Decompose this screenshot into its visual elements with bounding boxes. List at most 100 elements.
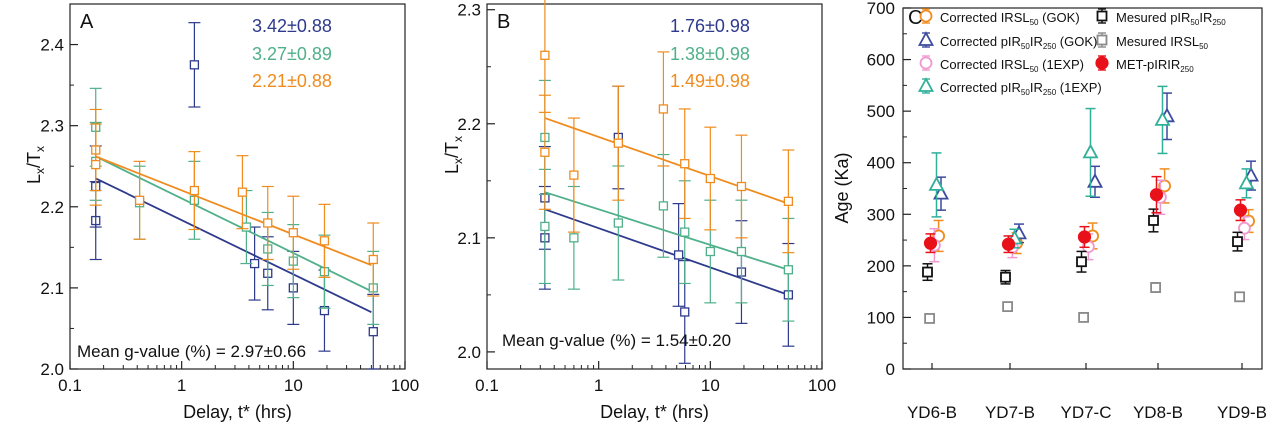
x-tick-label: YD9-B <box>1217 403 1267 422</box>
data-point-circle <box>919 9 933 23</box>
y-tick-label: 2.4 <box>40 36 64 55</box>
y-tick-label: 2.1 <box>457 229 481 248</box>
data-point-square <box>540 50 550 60</box>
mean-g-value: Mean g-value (%) = 2.97±0.66 <box>77 342 306 361</box>
data-point-square <box>263 218 273 228</box>
x-tick-label: YD7-B <box>985 403 1035 422</box>
panel-letter: A <box>80 11 94 33</box>
data-point-square <box>1076 256 1087 268</box>
data-point-triangle <box>1238 174 1255 190</box>
data-point-square <box>658 201 669 211</box>
data-point-triangle <box>1082 143 1099 159</box>
data-point-square <box>189 60 200 70</box>
data-point-filled-circle <box>923 236 938 250</box>
data-point-filled-circle <box>1233 203 1248 217</box>
x-tick-label: YD8-B <box>1133 403 1183 422</box>
data-point-square <box>91 159 101 170</box>
legend-mid: IR <box>1030 80 1043 95</box>
fit-line <box>95 155 372 267</box>
y-tick-label: 0 <box>886 360 895 379</box>
data-point-square <box>288 228 298 238</box>
fit-line <box>544 191 789 271</box>
panel-letter: B <box>497 11 510 33</box>
data-point-square <box>613 218 623 228</box>
y-axis-label: Lx/Tx <box>442 136 465 174</box>
legend-main: Corrected pIR <box>940 34 1021 49</box>
data-point-square <box>922 266 933 278</box>
data-point-filled-circle <box>1001 237 1016 251</box>
g-value-label: 2.21±0.88 <box>252 71 332 91</box>
data-point-square <box>1096 10 1108 22</box>
legend-subscript: 250 <box>1043 88 1057 97</box>
g-value-label: 1.49±0.98 <box>670 71 750 91</box>
y-label-sub: x <box>33 168 47 174</box>
legend-label: Mesured pIR50IR250 <box>1116 10 1226 27</box>
y-tick-label: 200 <box>867 257 895 276</box>
data-point-triangle <box>917 31 935 46</box>
data-point-square <box>705 173 715 184</box>
legend-tail: (GOK) <box>1039 10 1080 25</box>
data-point-circle <box>919 56 933 70</box>
fit-line <box>95 155 372 292</box>
data-point-square <box>1002 301 1013 312</box>
data-point-square <box>924 313 935 324</box>
legend-tail: (1EXP) <box>1039 57 1085 72</box>
y-tick-label: 2.0 <box>457 343 481 362</box>
y-tick-label: 100 <box>867 308 895 327</box>
data-point-square <box>1232 236 1243 248</box>
legend-mid: IR <box>1030 34 1043 49</box>
data-point-filled-circle <box>1149 188 1164 202</box>
y-label-mid: /T <box>442 142 462 158</box>
data-point-square <box>540 221 550 232</box>
data-point-square <box>1234 291 1245 303</box>
y-tick-label: 2.0 <box>40 360 64 379</box>
legend-subscript: 50 <box>1190 18 1199 27</box>
data-point-square <box>319 236 330 246</box>
data-point-square <box>1150 282 1161 293</box>
x-tick-label: YD6-B <box>907 403 957 422</box>
data-point-square <box>1096 34 1108 46</box>
data-point-square <box>613 138 623 148</box>
x-axis-label: Delay, t* (hrs) <box>183 402 292 422</box>
x-tick-label: 10 <box>701 376 720 395</box>
legend-tail: (1EXP) <box>1056 80 1102 95</box>
data-point-triangle <box>932 184 950 200</box>
data-point-square <box>569 233 579 243</box>
mean-g-value: Mean g-value (%) = 1.54±0.20 <box>502 331 731 350</box>
y-tick-label: 400 <box>867 154 895 173</box>
legend-main: Corrected pIR <box>940 80 1021 95</box>
data-point-square <box>237 187 248 197</box>
legend-label: Corrected IRSL50 (GOK) <box>940 10 1080 27</box>
y-tick-label: 300 <box>867 205 895 224</box>
data-point-square <box>1000 271 1011 283</box>
data-point-filled-circle <box>1077 230 1092 244</box>
g-value-label: 3.27±0.89 <box>252 44 332 64</box>
x-tick-label: YD7-C <box>1060 403 1111 422</box>
data-point-square <box>134 195 145 205</box>
y-axis-label: Lx/Tx <box>24 146 47 184</box>
data-point-square <box>680 307 690 317</box>
y-tick-label: 500 <box>867 102 895 121</box>
data-point-square <box>783 265 794 275</box>
y-tick-label: 2.3 <box>457 1 481 20</box>
data-point-square <box>1148 215 1159 226</box>
data-point-triangle <box>1086 172 1104 188</box>
plot-frame <box>69 3 406 370</box>
data-point-square <box>736 246 747 257</box>
data-point-square <box>705 246 715 257</box>
data-point-square <box>368 254 378 265</box>
legend-subscript: 250 <box>1180 65 1194 74</box>
y-tick-label: 2.1 <box>40 279 64 298</box>
legend-subscript: 50 <box>1021 42 1030 51</box>
legend-label: Mesured IRSL50 <box>1116 34 1209 51</box>
y-axis-label: Age (Ka) <box>832 152 852 223</box>
data-point-triangle <box>1154 111 1171 126</box>
data-point-square <box>783 196 794 206</box>
data-point-square <box>680 159 690 169</box>
legend-subscript: 50 <box>1021 88 1030 97</box>
legend-main: MET-pIRIR <box>1116 57 1180 72</box>
data-point-square <box>658 104 669 114</box>
y-label-sub: x <box>33 146 47 152</box>
legend-main: Corrected IRSL <box>940 10 1030 25</box>
